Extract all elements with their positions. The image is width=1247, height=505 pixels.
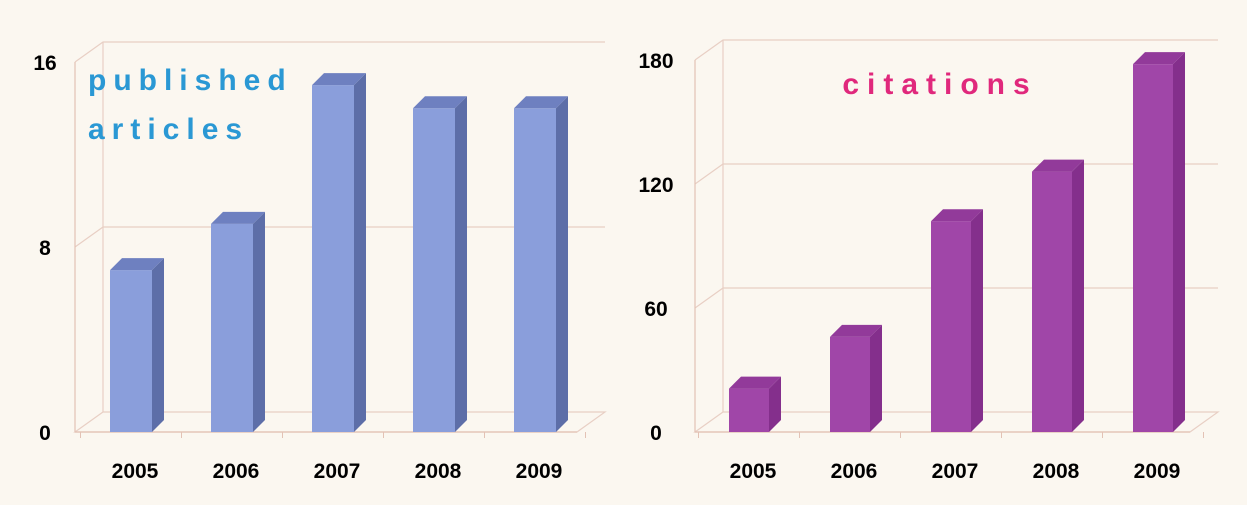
bar-front	[211, 223, 253, 432]
bar-front	[110, 270, 152, 432]
bar-2006	[211, 211, 265, 432]
bar-2005	[729, 376, 781, 432]
bar-2009	[1133, 52, 1185, 433]
bar-2008	[1032, 159, 1084, 432]
bar-2007	[312, 73, 366, 432]
bar-2006	[830, 324, 882, 432]
x-tick-label: 2005	[730, 460, 777, 483]
bar-2008	[413, 96, 467, 432]
y-tick-label: 60	[644, 298, 667, 321]
chart-title-line: citations	[842, 68, 1037, 101]
bar-front	[1133, 64, 1173, 432]
bar-side	[556, 96, 568, 432]
bar-side	[1173, 52, 1185, 433]
bar-side	[152, 258, 164, 432]
gridline-16	[74, 41, 605, 63]
bar-top	[1133, 52, 1185, 65]
bar-front	[514, 108, 556, 432]
bar-top	[312, 73, 366, 86]
bar-top	[729, 376, 781, 389]
bar-top	[514, 96, 568, 109]
y-tick-label: 180	[638, 50, 673, 73]
bar-front	[729, 388, 769, 432]
bar-front	[931, 221, 971, 432]
y-tick-label: 0	[650, 422, 662, 445]
bar-side	[769, 376, 781, 432]
x-tick-label: 2008	[1033, 460, 1080, 483]
chart-2: 0 60 120 180 2005 2006 2007 2008 2009 citations	[638, 39, 1220, 483]
chart-title-line: articles	[88, 113, 249, 146]
bar-2005	[110, 258, 164, 432]
x-tick-label: 2005	[112, 460, 159, 483]
x-tick-label: 2006	[213, 460, 260, 483]
bar-front	[1032, 171, 1072, 432]
bar-side	[971, 209, 983, 432]
bar-top	[413, 96, 467, 109]
bar-side	[354, 73, 366, 432]
y-tick-label: 16	[33, 52, 56, 75]
y-tick-label: 8	[39, 237, 51, 260]
x-tick-label: 2008	[415, 460, 462, 483]
bar-side	[253, 211, 265, 432]
y-tick-label: 120	[638, 174, 673, 197]
bar-top	[211, 211, 265, 224]
bar-side	[1072, 159, 1084, 432]
x-tick-label: 2009	[516, 460, 563, 483]
bar-side	[870, 324, 882, 432]
bar-2007	[931, 209, 983, 432]
y-tick-label: 0	[39, 422, 51, 445]
x-tick-label: 2006	[831, 460, 878, 483]
bar-top	[110, 258, 164, 271]
bar-side	[455, 96, 467, 432]
gridline-180	[694, 39, 1218, 61]
bar-2009	[514, 96, 568, 432]
chart-1: 0 8 16 2005 2006 2007 2008 2009 published article…	[33, 41, 607, 483]
bar-front	[830, 336, 870, 432]
bar-front	[312, 85, 354, 432]
x-tick-label: 2009	[1134, 460, 1181, 483]
x-tick-label: 2007	[932, 460, 979, 483]
bar-top	[830, 324, 882, 337]
bar-top	[1032, 159, 1084, 172]
bar-top	[931, 209, 983, 222]
x-tick-label: 2007	[314, 460, 361, 483]
chart-title-line: published	[88, 64, 293, 97]
bar-front	[413, 108, 455, 432]
